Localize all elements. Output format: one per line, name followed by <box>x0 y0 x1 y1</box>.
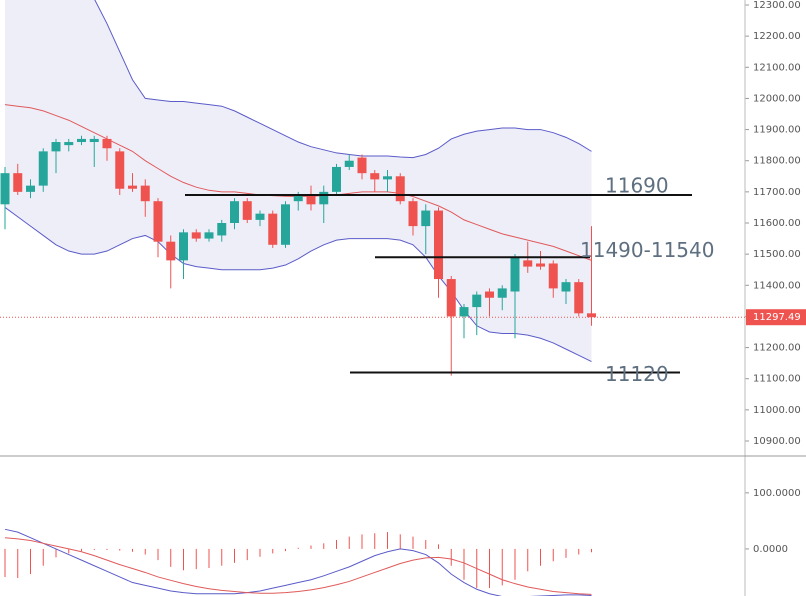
y-tick-label: 12000.00 <box>753 93 801 104</box>
macd-line <box>4 528 592 596</box>
candle-body <box>153 201 163 242</box>
candle-body <box>497 288 507 298</box>
candle-body <box>548 263 558 289</box>
price-pane <box>0 0 596 376</box>
candle-body <box>128 185 137 189</box>
candle-body <box>523 260 533 267</box>
candle-body <box>77 138 86 143</box>
macd-tick-label: 100.0000 <box>753 488 801 499</box>
candle-body <box>574 282 584 314</box>
band-fill <box>5 0 592 362</box>
candle-body <box>395 176 405 202</box>
candle-body <box>179 232 188 261</box>
candle-body <box>536 263 545 267</box>
candle-body <box>64 142 74 146</box>
candle-body <box>268 213 278 245</box>
y-tick-label: 12300.00 <box>753 0 801 11</box>
y-tick-label: 11500.00 <box>753 249 801 260</box>
candle-body <box>383 176 392 180</box>
candle-body <box>115 151 125 189</box>
macd-pane <box>4 528 592 596</box>
candle-body <box>587 313 596 318</box>
candle-body <box>306 194 316 205</box>
level-label: 11490-11540 <box>580 238 714 262</box>
candle-body <box>217 223 227 236</box>
candle-body <box>102 138 112 149</box>
candle-body <box>140 185 150 202</box>
y-tick-label: 11600.00 <box>753 218 801 229</box>
candle-body <box>230 201 239 223</box>
y-tick-label: 11900.00 <box>753 125 801 136</box>
candle-body <box>13 173 23 192</box>
y-tick-label: 11400.00 <box>753 280 801 291</box>
candle-body <box>293 194 303 202</box>
signal-line <box>4 537 592 595</box>
candle-body <box>38 151 48 186</box>
candle-body <box>510 257 520 292</box>
last-price-tag <box>746 309 806 326</box>
candle-body <box>191 232 201 239</box>
last-price-label: 11297.49 <box>753 312 801 323</box>
y-tick-label: 11100.00 <box>753 374 801 385</box>
candle-body <box>561 282 571 292</box>
candle-body <box>242 201 252 220</box>
y-tick-label: 10900.00 <box>753 436 801 447</box>
y-tick-label: 12100.00 <box>753 62 801 73</box>
candle-body <box>446 279 456 317</box>
candle-body <box>319 191 329 205</box>
candle-body <box>332 166 341 192</box>
candle-body <box>472 294 482 308</box>
candle-body <box>204 232 214 239</box>
y-tick-label: 11000.00 <box>753 405 801 416</box>
candle-body <box>434 210 443 280</box>
candle-body <box>0 173 10 205</box>
y-tick-label: 11800.00 <box>753 156 801 167</box>
candle-body <box>357 157 367 174</box>
candle-body <box>51 142 61 152</box>
candle-body <box>281 204 290 245</box>
macd-tick-label: 0.0000 <box>753 544 788 555</box>
level-label: 11690 <box>605 173 669 197</box>
candle-body <box>485 291 494 298</box>
upper-band <box>94 0 592 159</box>
y-tick-label: 11700.00 <box>753 187 801 198</box>
y-tick-label: 12200.00 <box>753 31 801 42</box>
candle-body <box>166 241 176 261</box>
y-tick-label: 11200.00 <box>753 343 801 354</box>
candle-body <box>459 307 469 317</box>
candle-body <box>344 160 354 167</box>
candle-body <box>89 138 99 143</box>
candle-body <box>255 213 265 220</box>
candle-body <box>370 173 380 180</box>
candle-body <box>408 201 418 227</box>
lower-band <box>4 207 592 363</box>
candle-body <box>421 210 431 227</box>
level-label: 11120 <box>605 362 669 386</box>
candle-body <box>26 185 35 192</box>
